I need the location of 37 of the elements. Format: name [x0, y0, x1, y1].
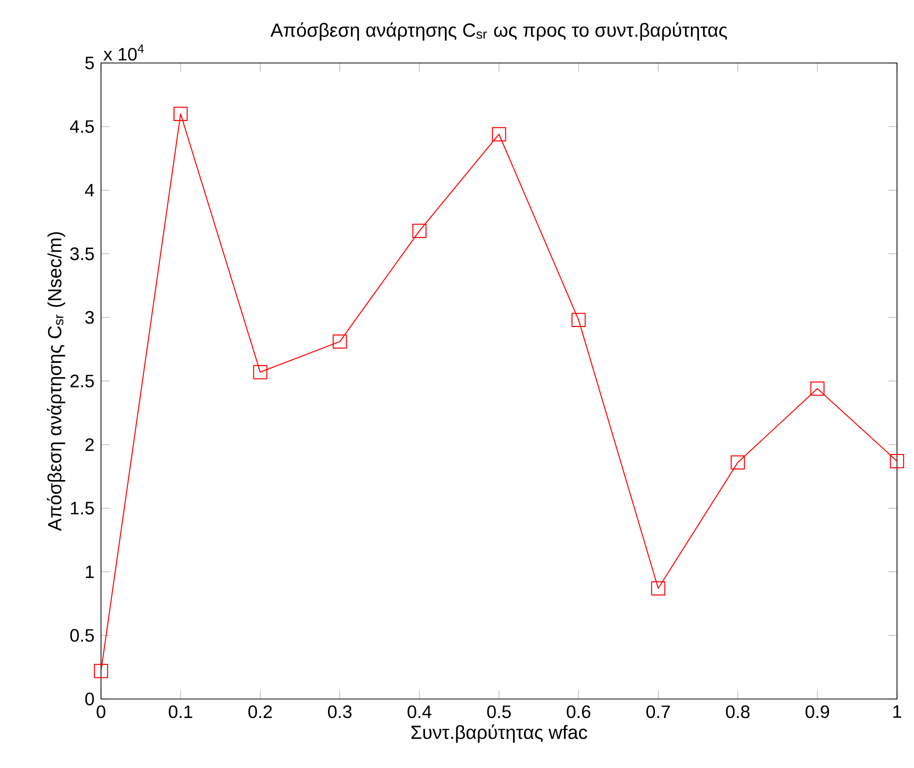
point	[572, 312, 586, 328]
point	[174, 106, 188, 121]
y-tick-label: 1	[86, 566, 94, 578]
point	[412, 224, 427, 238]
point	[332, 334, 347, 349]
x-tick-label: 0.3	[328, 705, 352, 718]
point	[492, 127, 506, 142]
x-tick-label: 0.6	[566, 705, 590, 718]
y-tick-label: 3	[85, 311, 94, 324]
x-tick-label: 1	[893, 705, 902, 718]
x-tick-label: 0.7	[646, 705, 670, 718]
x-tick-label: 0.8	[726, 705, 750, 718]
point	[94, 664, 108, 678]
point	[253, 365, 268, 380]
y-tick-label: 2.5	[70, 374, 94, 388]
y-tick-label: 2	[86, 438, 94, 451]
y-tick-label: 0	[85, 692, 94, 706]
x-tick-label: 0	[96, 705, 106, 718]
point	[730, 455, 745, 470]
x-axis-title: Συντ.βαρύτητας wfac	[411, 724, 588, 743]
point	[890, 454, 904, 468]
y-axis-title: Απόσβεση ανάρτησης C$_{sr}$ (Nsec/m)	[46, 232, 66, 531]
point	[810, 382, 825, 396]
y-tick-label: 1.5	[70, 502, 94, 514]
y-tick-label: 3.5	[70, 247, 94, 260]
x-tick-label: 0.2	[248, 705, 272, 718]
y-tick-label: 4.5	[70, 120, 94, 133]
x-tick-label: 0.5	[487, 705, 511, 718]
x-tick-label: 0.9	[806, 705, 830, 718]
text: x 10$^{4}$	[104, 44, 144, 61]
y-tick-label: 4	[85, 184, 94, 196]
y-tick-label: 0.5	[70, 629, 94, 642]
x-tick-label: 0.4	[408, 705, 432, 718]
chart-title: Απόσβεση ανάρτησης C$_{sr}$ ως προς το συντ.βαρύτητας	[270, 22, 728, 41]
y-tick-label: 5	[85, 56, 94, 70]
point	[651, 581, 666, 596]
x-tick-label: 0.1	[168, 705, 192, 718]
